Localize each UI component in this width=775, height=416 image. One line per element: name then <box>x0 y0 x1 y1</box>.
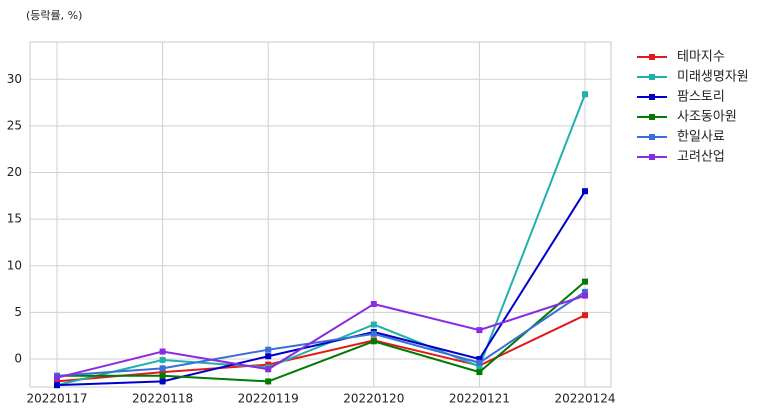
x-tick-label: 20220121 <box>449 392 510 406</box>
point <box>159 372 166 379</box>
point <box>370 330 377 337</box>
point <box>159 348 166 355</box>
legend-label: 테마지수 <box>677 50 725 65</box>
legend-label: 한일사료 <box>677 130 725 145</box>
x-tick-label: 20220118 <box>132 392 193 406</box>
legend-label: 사조동아원 <box>677 110 737 125</box>
point <box>582 312 588 319</box>
series-line <box>56 291 586 377</box>
legend-marker <box>649 114 655 120</box>
point <box>476 359 483 366</box>
point <box>582 91 588 98</box>
point <box>370 301 377 308</box>
point <box>370 338 377 345</box>
point <box>265 366 272 373</box>
series-line <box>57 280 586 383</box>
point <box>476 369 483 376</box>
legend-marker <box>649 94 655 100</box>
legend-marker <box>649 154 655 160</box>
legend-label: 미래생명자원 <box>677 70 749 85</box>
legend-marker <box>649 134 655 140</box>
x-tick-label: 20220124 <box>554 392 615 406</box>
point <box>582 288 588 295</box>
point <box>159 378 166 385</box>
plot-frame <box>29 41 612 388</box>
series-line <box>56 190 586 387</box>
point <box>54 378 60 385</box>
x-tick-label: 20220117 <box>26 392 87 406</box>
point <box>476 363 483 370</box>
y-tick-label: 0 <box>14 352 22 366</box>
point <box>582 292 588 299</box>
point <box>370 321 377 328</box>
y-tick-label: 15 <box>7 212 22 226</box>
y-tick-label: 20 <box>7 165 22 179</box>
point <box>54 374 60 381</box>
y-tick-label: 30 <box>7 72 22 86</box>
x-tick-label: 20220120 <box>343 392 404 406</box>
point <box>476 327 483 334</box>
point <box>54 382 60 389</box>
legend-label: 팜스토리 <box>677 90 725 105</box>
x-tick-label: 20220119 <box>238 392 299 406</box>
annotation: (등락률, %) <box>26 9 82 22</box>
point <box>476 356 483 363</box>
point <box>265 346 272 353</box>
series-line <box>56 93 586 387</box>
y-tick-label: 10 <box>7 258 22 272</box>
point <box>159 356 166 363</box>
series-line <box>56 294 586 379</box>
point <box>582 278 588 285</box>
point <box>582 188 588 195</box>
y-tick-label: 5 <box>14 305 22 319</box>
y-tick-label: 25 <box>7 118 22 132</box>
point <box>265 353 272 360</box>
legend-marker <box>649 54 655 60</box>
point <box>159 365 166 372</box>
point <box>265 378 272 385</box>
point <box>159 369 166 376</box>
legend-label: 고려산업 <box>677 150 725 165</box>
legend-marker <box>649 74 655 80</box>
